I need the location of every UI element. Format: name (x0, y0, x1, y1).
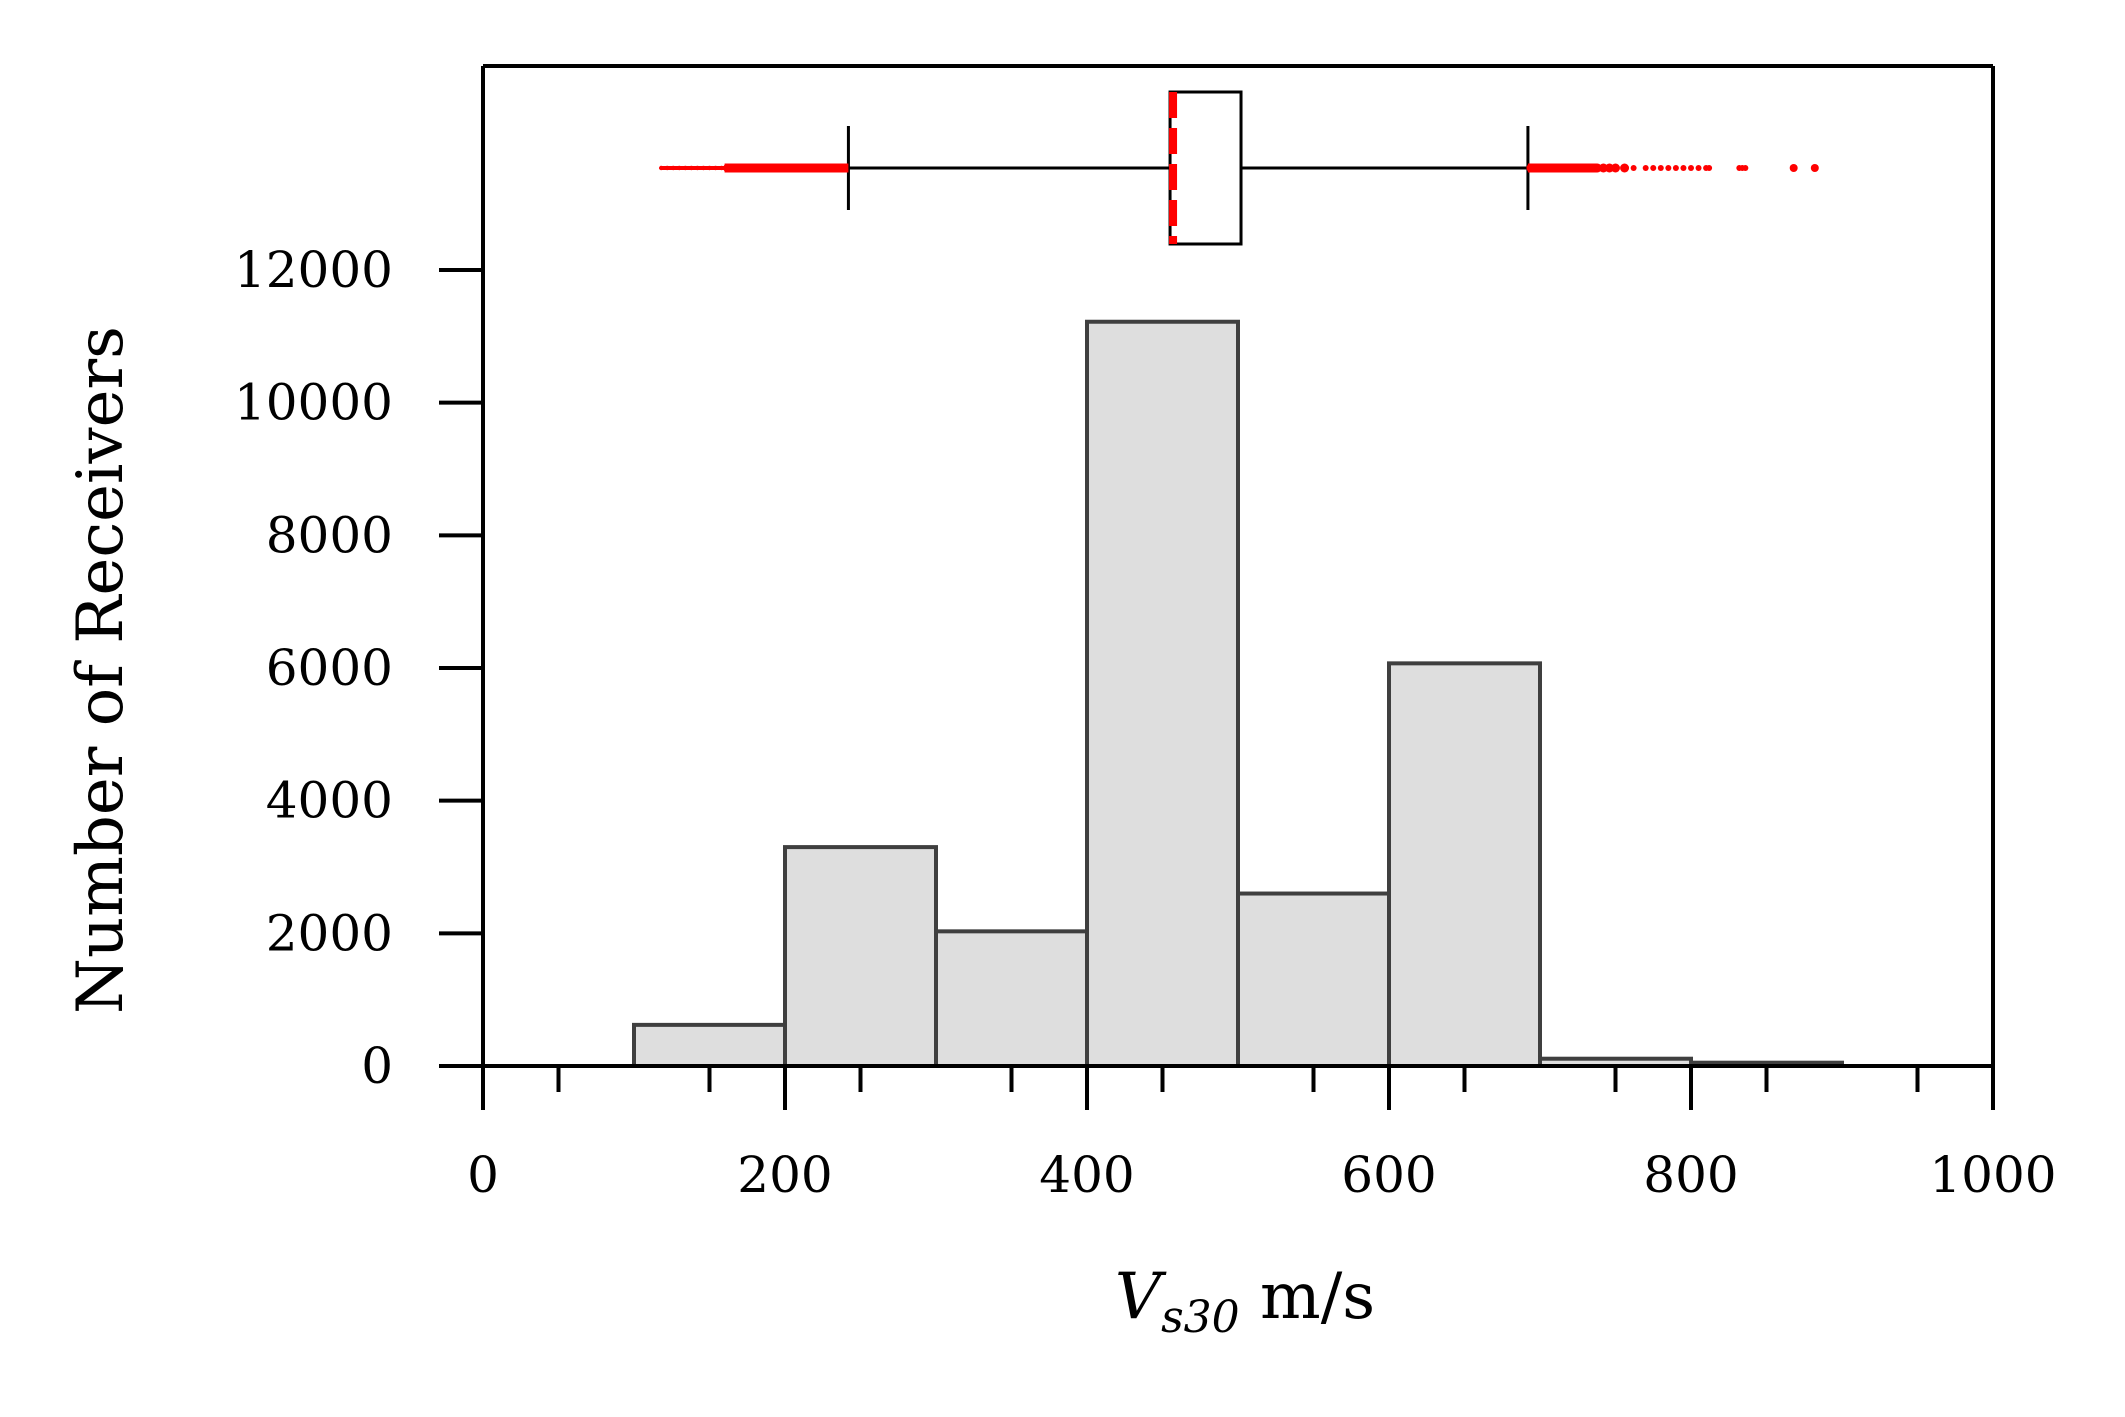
y-tick-label: 4000 (266, 772, 393, 830)
histogram-bar-2 (934, 929, 1089, 1068)
outlier-point (1642, 165, 1649, 171)
y-axis-label: Number of Receivers (64, 326, 138, 1014)
histogram-bar-3 (1085, 319, 1240, 1068)
y-tick-label: 8000 (266, 506, 393, 564)
histogram-bar-0 (632, 1022, 787, 1068)
x-tick-label: 0 (467, 1146, 499, 1204)
outlier-point (1742, 165, 1749, 171)
histogram-bar-5 (1387, 661, 1542, 1069)
histogram-bar-1 (783, 845, 938, 1068)
x-axis-label-subscript: s30 (1161, 1292, 1240, 1343)
outlier-point (1650, 165, 1657, 171)
boxplot (658, 90, 1819, 246)
y-tick-label: 2000 (266, 904, 393, 962)
y-tick-label: 12000 (234, 241, 393, 299)
y-tick-label: 6000 (266, 639, 393, 697)
x-axis-label-unit: m/s (1240, 1260, 1375, 1334)
x-tick-label: 400 (1039, 1146, 1134, 1204)
outlier-point (1611, 163, 1620, 173)
outlier-point (1665, 165, 1672, 171)
y-tick-label: 0 (361, 1037, 393, 1095)
outlier-point (1620, 163, 1630, 173)
outlier-point (1630, 165, 1637, 171)
x-tick-label: 1000 (1929, 1146, 2056, 1204)
histogram-bars (632, 319, 1844, 1069)
outlier-point (1688, 165, 1694, 171)
outlier-point (1789, 164, 1798, 172)
outlier-point (1706, 165, 1713, 171)
x-tick-label: 600 (1341, 1146, 1436, 1204)
x-axis-label-symbol: V (1115, 1260, 1167, 1334)
boxplot-box (1168, 90, 1243, 246)
outlier-point (1810, 164, 1819, 172)
outlier-point (1672, 165, 1679, 171)
histogram-bar-4 (1236, 891, 1391, 1068)
axes: 0 200 400 600 800 100002000400060008000100001… (234, 64, 2057, 1204)
x-tick-label: 800 (1643, 1146, 1738, 1204)
x-tick-label: 200 (737, 1146, 832, 1204)
x-axis-label: Vs30 m/s (1115, 1260, 1375, 1343)
outlier-point (1695, 165, 1702, 171)
outlier-point (1657, 165, 1664, 171)
y-tick-label: 10000 (234, 374, 393, 432)
outlier-point (1680, 165, 1687, 171)
